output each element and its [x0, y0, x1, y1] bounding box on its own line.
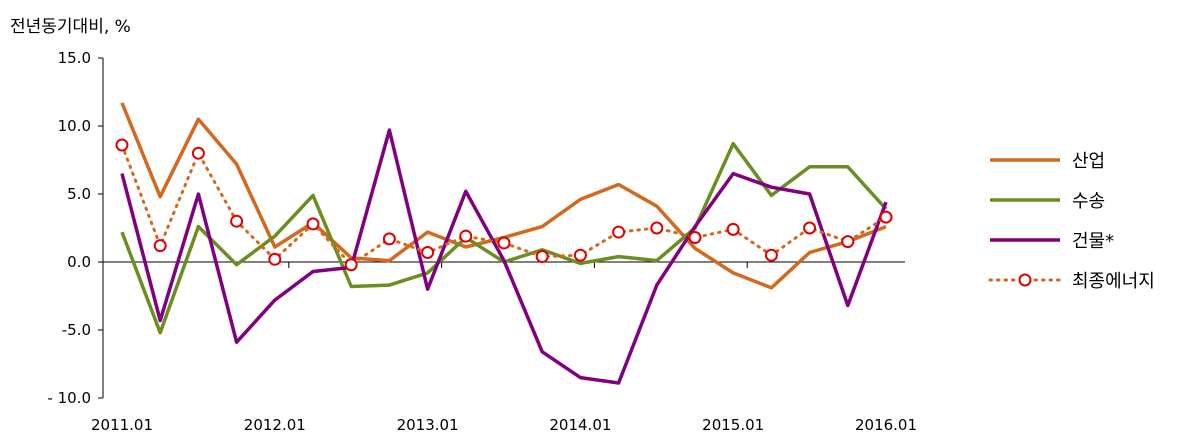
y-tick-label: - 10.0 [47, 389, 91, 407]
series-layer [115, 102, 893, 385]
series-line [120, 128, 888, 385]
legend-marker [1018, 273, 1032, 287]
data-point [841, 235, 855, 249]
y-tick-label: 0.0 [67, 253, 91, 271]
x-tick-label: 2015.01 [702, 416, 764, 434]
data-point [230, 214, 244, 228]
legend-item: 건물* [990, 231, 1114, 252]
data-point [115, 138, 129, 152]
legend-label: 최종에너지 [1072, 271, 1155, 292]
x-tick-label: 2016.01 [855, 416, 917, 434]
data-point [688, 231, 702, 245]
legend-item: 산업 [990, 151, 1105, 172]
data-point [573, 248, 587, 262]
data-point [612, 225, 626, 239]
data-point [459, 229, 473, 243]
data-point [268, 252, 282, 266]
data-point [879, 210, 893, 224]
y-tick-label: 10.0 [58, 117, 91, 135]
data-point [191, 146, 205, 160]
legend-item: 최종에너지 [988, 271, 1155, 292]
x-tick-label: 2011.01 [91, 416, 153, 434]
data-point [535, 250, 549, 264]
data-point [306, 217, 320, 231]
y-tick-label: 5.0 [67, 185, 91, 203]
series-3 [120, 128, 888, 385]
series-4 [115, 138, 893, 272]
y-unit-label: 전년동기대비, % [10, 17, 131, 37]
x-tick-label: 2013.01 [397, 416, 459, 434]
legend-label: 건물* [1072, 231, 1114, 252]
data-point [650, 221, 664, 235]
data-point [803, 221, 817, 235]
legend-item: 수송 [990, 191, 1105, 212]
data-point [726, 222, 740, 236]
legend-label: 수송 [1072, 191, 1105, 212]
data-point [344, 258, 358, 272]
legend-label: 산업 [1072, 151, 1105, 172]
y-tick-label: -5.0 [62, 321, 91, 339]
data-point [382, 232, 396, 246]
data-point [764, 248, 778, 262]
data-point [497, 236, 511, 250]
y-tick-label: 15.0 [58, 49, 91, 67]
x-tick-label: 2014.01 [549, 416, 611, 434]
data-point [421, 245, 435, 259]
data-point [153, 239, 167, 253]
x-tick-label: 2012.01 [244, 416, 306, 434]
